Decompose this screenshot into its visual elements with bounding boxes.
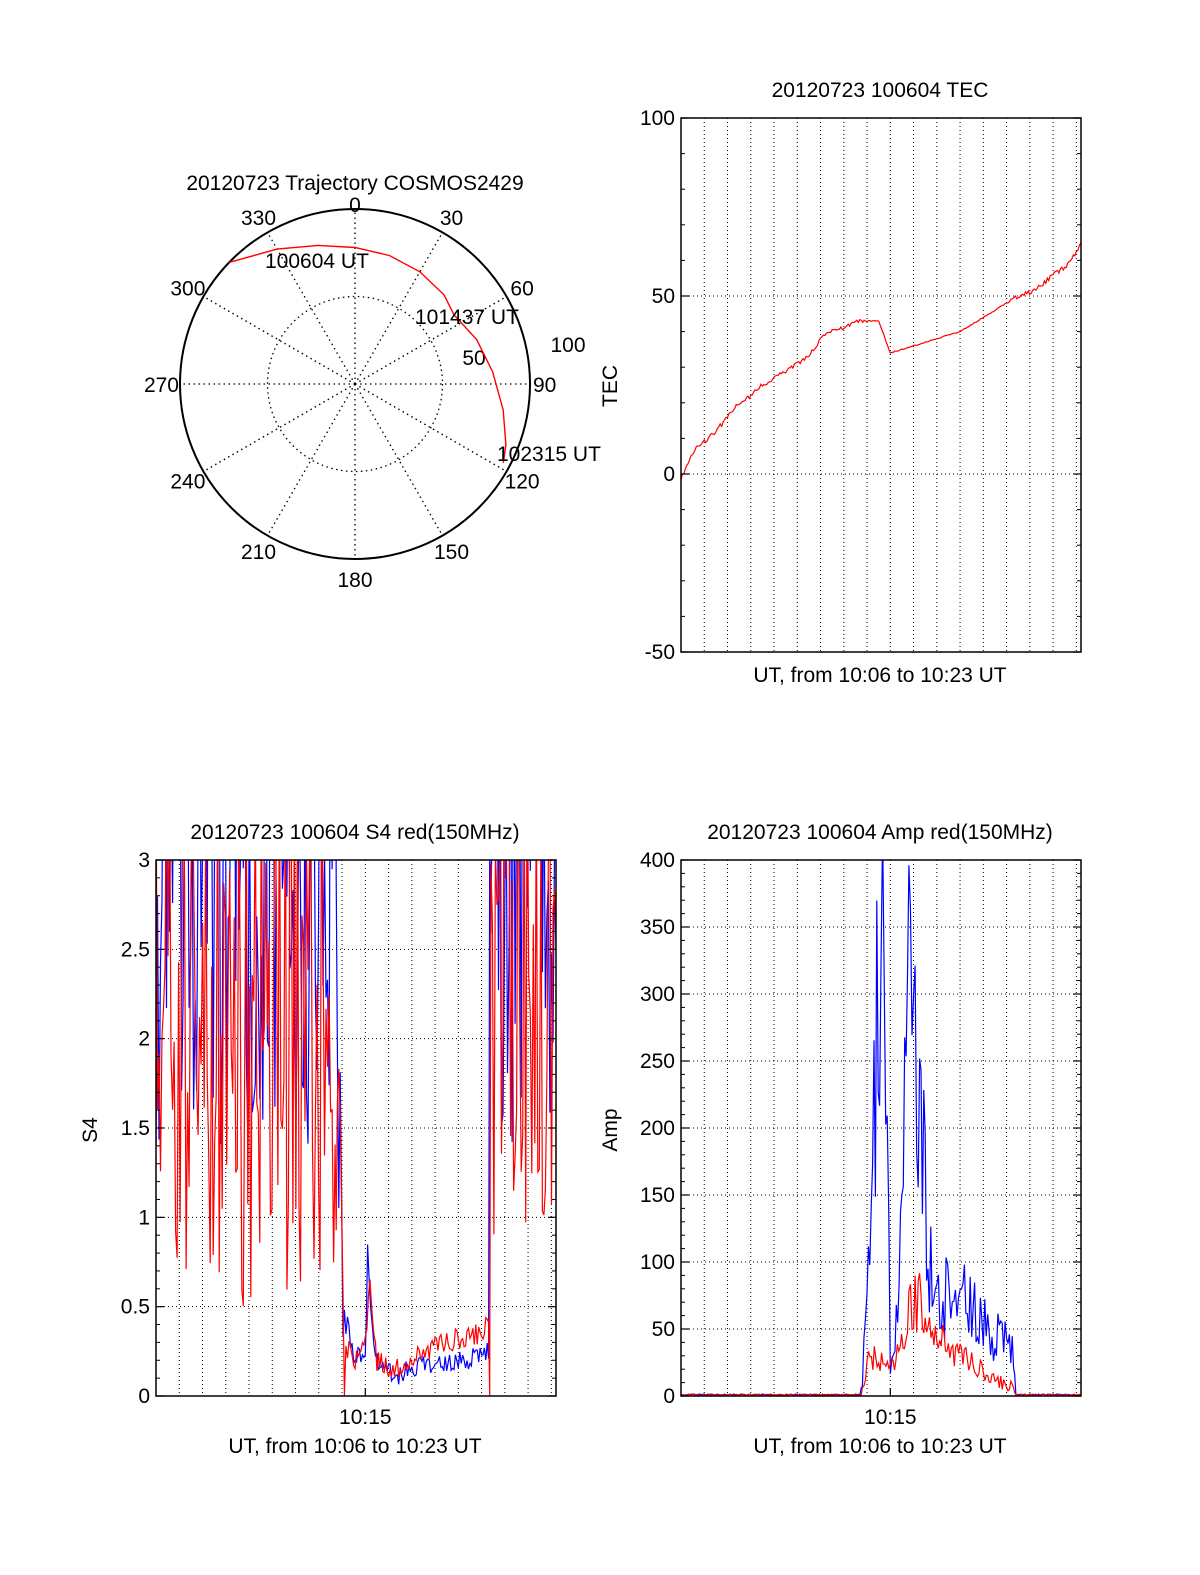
y-tick-label: 0 [138, 1385, 150, 1408]
y-tick-label: 0 [663, 463, 675, 486]
y-tick-label: 150 [640, 1184, 675, 1207]
amp-chart: 20120723 100604 Amp red(150MHz) UT, from… [599, 821, 1082, 1458]
polar-ring-50 [266, 295, 444, 473]
series-line [156, 860, 556, 1396]
polar-spoke-150 [354, 383, 444, 536]
amp-xlabel: UT, from 10:06 to 10:23 UT [753, 1435, 1006, 1458]
polar-azimuth-label: 270 [144, 374, 179, 397]
y-tick-label: -50 [645, 641, 675, 664]
polar-spoke-330 [266, 232, 356, 385]
y-tick-label: 0 [663, 1385, 675, 1408]
polar-series [228, 244, 507, 464]
y-tick-label: 2.5 [121, 938, 150, 961]
plot-frame [680, 117, 1082, 653]
polar-outer-ring [179, 208, 531, 560]
polar-azimuth-label: 120 [505, 471, 540, 494]
series-group [156, 860, 556, 1396]
polar-spoke-60 [354, 295, 507, 385]
polar-azimuth-label: 30 [440, 207, 463, 230]
trajectory-start-label: 100604 UT [265, 250, 369, 273]
series-group [681, 242, 1081, 480]
y-tick-label: 300 [640, 983, 675, 1006]
y-tick-label: 0.5 [121, 1296, 150, 1319]
polar-azimuth-label: 180 [337, 569, 372, 592]
series-group [681, 860, 1081, 1396]
tec-plot-area: -50 0 50 100 [640, 107, 1082, 664]
polar-azimuth-label: 60 [510, 278, 533, 301]
s4-plot-area: 0 0.5 1 1.5 2 2.5 3 10:15 [121, 849, 557, 1429]
tec-chart: 20120723 100604 TEC UT, from 10:06 to 10… [599, 79, 1082, 687]
series-line [681, 242, 1081, 480]
polar-azimuth-label: 90 [533, 374, 556, 397]
y-tick-label: 50 [652, 285, 675, 308]
polar-spoke-210 [266, 383, 356, 536]
y-tick-label: 200 [640, 1117, 675, 1140]
polar-grid [179, 208, 531, 560]
trajectory-mid-label: 101437 UT [415, 306, 519, 329]
polar-annotations: 100604 UT 101437 UT 102315 UT [265, 250, 601, 466]
polar-azimuth-label: 300 [170, 278, 205, 301]
y-tick-label: 350 [640, 916, 675, 939]
s4-xlabel: UT, from 10:06 to 10:23 UT [228, 1435, 481, 1458]
y-tick-label: 400 [640, 849, 675, 872]
amp-ylabel: Amp [599, 1108, 622, 1151]
y-tick-label: 3 [138, 849, 150, 872]
polar-azimuth-labels: 0 30 60 90 120 150 180 210 240 270 300 330 50 100 [144, 194, 586, 592]
polar-title: 20120723 Trajectory COSMOS2429 [186, 172, 523, 195]
s4-ylabel: S4 [79, 1117, 102, 1143]
tec-xlabel: UT, from 10:06 to 10:23 UT [753, 664, 1006, 687]
tec-title: 20120723 100604 TEC [772, 79, 989, 102]
polar-azimuth-label: 0 [349, 194, 361, 217]
polar-azimuth-label: 150 [434, 541, 469, 564]
polar-spoke-120 [354, 383, 507, 473]
polar-ring-label: 100 [550, 334, 585, 357]
polar-azimuth-label: 240 [170, 471, 205, 494]
y-tick-label: 250 [640, 1050, 675, 1073]
y-tick-label: 1.5 [121, 1117, 150, 1140]
polar-azimuth-label: 330 [241, 207, 276, 230]
polar-spoke-300 [203, 295, 356, 385]
x-tick-label: 10:15 [339, 1406, 392, 1429]
s4-chart: 20120723 100604 S4 red(150MHz) UT, from … [79, 821, 557, 1458]
polar-trajectory-line [228, 244, 507, 464]
tec-ylabel: TEC [599, 365, 622, 407]
amp-plot-area: 0 50 100 150 200 250 300 350 400 10:15 [640, 849, 1082, 1429]
trajectory-end-label: 102315 UT [497, 443, 601, 466]
y-tick-label: 1 [138, 1206, 150, 1229]
y-tick-label: 100 [640, 1251, 675, 1274]
polar-trajectory-chart: 20120723 Trajectory COSMOS2429 0 30 60 90 12… [144, 172, 601, 592]
y-tick-label: 2 [138, 1028, 150, 1051]
polar-spoke-30 [354, 232, 444, 385]
s4-title: 20120723 100604 S4 red(150MHz) [190, 821, 519, 844]
x-tick-label: 10:15 [864, 1406, 917, 1429]
polar-ring-label: 50 [462, 347, 485, 370]
series-line [681, 1273, 1081, 1396]
polar-azimuth-label: 210 [241, 541, 276, 564]
polar-spoke-240 [203, 383, 356, 473]
y-tick-label: 50 [652, 1318, 675, 1341]
amp-title: 20120723 100604 Amp red(150MHz) [707, 821, 1053, 844]
y-tick-label: 100 [640, 107, 675, 130]
